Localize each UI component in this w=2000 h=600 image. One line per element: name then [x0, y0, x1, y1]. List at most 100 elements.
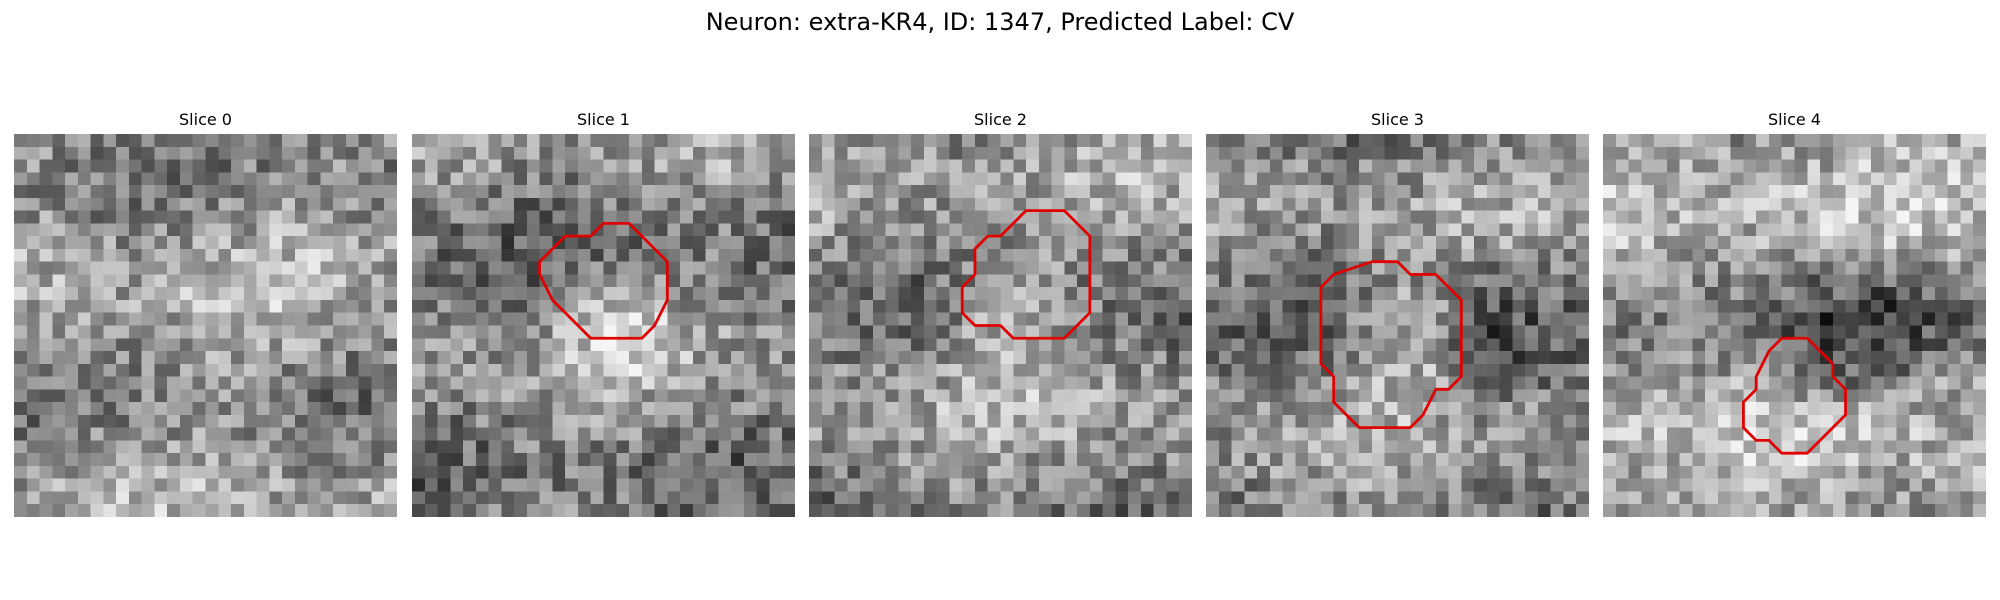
pixel [77, 325, 91, 339]
pixel [1947, 146, 1961, 160]
pixel [1845, 159, 1859, 173]
pixel [103, 146, 117, 160]
pixel [1679, 146, 1693, 160]
pixel [692, 261, 706, 275]
pixel [1371, 287, 1385, 301]
pixel [1410, 197, 1424, 211]
pixel [1206, 312, 1220, 326]
pixel [1359, 491, 1373, 505]
pixel [1525, 134, 1539, 148]
pixel [371, 287, 385, 301]
pixel [552, 172, 566, 186]
pixel [1320, 338, 1334, 352]
pixel [565, 210, 579, 224]
pixel [692, 172, 706, 186]
pixel [1499, 236, 1513, 250]
pixel [1896, 274, 1910, 288]
pixel [463, 389, 477, 403]
pixel [1051, 312, 1065, 326]
pixel [128, 325, 142, 339]
pixel [501, 402, 515, 416]
pixel [1384, 210, 1398, 224]
pixel [911, 504, 925, 517]
pixel [1320, 491, 1334, 505]
pixel [1282, 248, 1296, 262]
pixel [1576, 299, 1589, 313]
pixel [1282, 261, 1296, 275]
pixel [1064, 453, 1078, 467]
pixel [1717, 325, 1731, 339]
pixel [1346, 172, 1360, 186]
pixel [52, 299, 66, 313]
pixel [680, 440, 694, 454]
pixel [1231, 402, 1245, 416]
pixel [1756, 440, 1770, 454]
pixel [962, 453, 976, 467]
pixel [577, 363, 591, 377]
pixel [1077, 376, 1091, 390]
pixel [141, 389, 155, 403]
pixel [1346, 159, 1360, 173]
pixel [256, 261, 270, 275]
pixel [898, 389, 912, 403]
pixel [1883, 414, 1897, 428]
pixel [1654, 351, 1668, 365]
pixel [885, 376, 899, 390]
pixel [1000, 389, 1014, 403]
pixel [1486, 363, 1500, 377]
pixel [1257, 504, 1271, 517]
pixel [141, 414, 155, 428]
pixel [1679, 491, 1693, 505]
pixel [1257, 414, 1271, 428]
pixel [1153, 440, 1167, 454]
pixel [488, 159, 502, 173]
pixel [1115, 338, 1129, 352]
pixel [1371, 376, 1385, 390]
pixel [1947, 236, 1961, 250]
pixel [1934, 172, 1948, 186]
pixel [936, 312, 950, 326]
pixel [898, 146, 912, 160]
pixel [1576, 402, 1589, 416]
pixel [90, 376, 104, 390]
pixel [1410, 210, 1424, 224]
pixel [1934, 248, 1948, 262]
pixel [1461, 146, 1475, 160]
pixel [167, 274, 181, 288]
pixel [1410, 338, 1424, 352]
pixel [1153, 376, 1167, 390]
pixel [885, 504, 899, 517]
pixel [26, 146, 40, 160]
pixel [923, 185, 937, 199]
pixel [371, 389, 385, 403]
pixel [987, 478, 1001, 492]
pixel [680, 172, 694, 186]
pixel [1717, 363, 1731, 377]
pixel [756, 287, 770, 301]
pixel [294, 440, 308, 454]
pixel [1525, 338, 1539, 352]
pixel [667, 172, 681, 186]
pixel [1166, 491, 1180, 505]
pixel [437, 261, 451, 275]
pixel [488, 402, 502, 416]
pixel [1550, 185, 1564, 199]
pixel [1371, 248, 1385, 262]
pixel [1089, 402, 1103, 416]
pixel [1550, 325, 1564, 339]
pixel [860, 504, 874, 517]
pixel [1654, 146, 1668, 160]
pixel [782, 376, 795, 390]
pixel [52, 440, 66, 454]
pixel [692, 414, 706, 428]
pixel [705, 465, 719, 479]
pixel [1717, 389, 1731, 403]
pixel [358, 440, 372, 454]
pixel [987, 134, 1001, 148]
pixel [1781, 172, 1795, 186]
pixel [1013, 427, 1027, 441]
pixel [514, 478, 528, 492]
pixel [1537, 478, 1551, 492]
pixel [1807, 504, 1821, 517]
pixel [1858, 210, 1872, 224]
